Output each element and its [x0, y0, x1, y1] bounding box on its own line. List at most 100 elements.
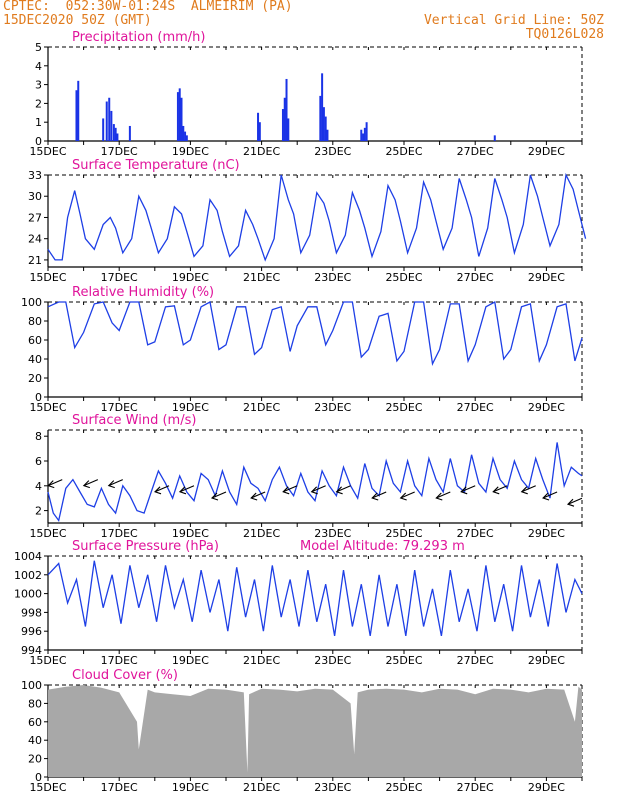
- precip-bar: [185, 135, 188, 141]
- y-tick-label: 60: [28, 334, 42, 347]
- wind-arrow: [492, 485, 508, 495]
- precip-bar: [112, 124, 115, 141]
- wind-arrow-head: [460, 486, 468, 495]
- series-line: [47, 442, 583, 523]
- y-tick-label: 4: [35, 60, 42, 73]
- wind-arrow-head: [371, 492, 379, 501]
- y-tick-label: 0: [35, 391, 42, 404]
- y-tick-label: 996: [21, 625, 42, 638]
- wind-arrow: [310, 485, 326, 495]
- x-tick-label: 21DEC: [243, 145, 280, 158]
- precip-bar: [77, 80, 80, 141]
- panel-title: Surface Wind (m/s): [72, 413, 196, 428]
- x-tick-label: 19DEC: [172, 654, 209, 667]
- series-line: [47, 300, 583, 366]
- y-tick-label: 27: [28, 211, 42, 224]
- y-tick-label: 80: [28, 315, 42, 328]
- x-tick-label: 17DEC: [101, 527, 138, 540]
- x-tick-label: 15DEC: [29, 145, 66, 158]
- x-tick-label: 19DEC: [172, 271, 209, 284]
- wind-arrow: [82, 479, 99, 489]
- precip-bar: [75, 90, 78, 141]
- x-tick-label: 29DEC: [528, 401, 565, 414]
- wind-arrow-shaft: [436, 491, 451, 499]
- x-tick-label: 15DEC: [29, 527, 66, 540]
- wind-arrow-shaft: [282, 485, 298, 493]
- x-tick-label: 21DEC: [243, 401, 280, 414]
- y-tick-label: 33: [28, 169, 42, 182]
- wind-arrow: [371, 491, 387, 501]
- y-tick-label: 1002: [14, 569, 42, 582]
- x-tick-label: 25DEC: [385, 401, 422, 414]
- x-tick-label: 23DEC: [314, 145, 351, 158]
- precip-bar: [322, 107, 325, 141]
- wind-arrow-shaft: [179, 485, 195, 493]
- y-tick-label: 5: [35, 41, 42, 54]
- x-tick-label: 25DEC: [385, 781, 422, 794]
- series-line: [47, 172, 587, 262]
- wind-arrow: [107, 479, 123, 489]
- y-tick-label: 1: [35, 116, 42, 129]
- x-tick-label: 15DEC: [29, 654, 66, 667]
- x-tick-label: 25DEC: [385, 527, 422, 540]
- wind-arrow-head: [520, 486, 528, 495]
- precip-bar: [178, 88, 181, 141]
- x-tick-label: 27DEC: [457, 527, 494, 540]
- precip-bar: [114, 127, 117, 141]
- wind-arrow: [282, 485, 298, 495]
- y-tick-label: 80: [28, 697, 42, 710]
- y-tick-label: 994: [21, 644, 42, 657]
- header-grid-line: Vertical Grid Line: 50Z: [423, 13, 604, 28]
- wind-arrow: [542, 491, 558, 501]
- x-tick-label: 15DEC: [29, 401, 66, 414]
- precip-bar: [285, 78, 288, 141]
- wind-arrow-head: [566, 498, 575, 507]
- y-tick-label: 998: [21, 606, 42, 619]
- precip-bar: [283, 97, 286, 141]
- x-tick-label: 19DEC: [172, 401, 209, 414]
- wind-arrow: [210, 491, 227, 501]
- wind-arrow-shaft: [83, 479, 99, 487]
- x-tick-label: 27DEC: [457, 145, 494, 158]
- wind-arrow: [47, 479, 63, 489]
- wind-arrow-shaft: [336, 485, 351, 493]
- wind-arrow-head: [107, 480, 115, 489]
- precip-bar: [258, 122, 261, 141]
- wind-arrow-head: [492, 486, 500, 495]
- header-model-code: TQ0126L028: [525, 27, 604, 42]
- x-tick-label: 25DEC: [385, 271, 422, 284]
- precip-bar: [257, 112, 260, 141]
- y-tick-label: 20: [28, 753, 42, 766]
- x-tick-label: 21DEC: [243, 781, 280, 794]
- wind-arrow: [566, 497, 583, 507]
- panel-temperature: Surface Temperature (nC) 21 24 27 30 33 15DEC 1…: [28, 158, 587, 284]
- wind-arrow-head: [542, 492, 550, 501]
- precip-bar: [110, 110, 113, 141]
- y-tick-label: 24: [28, 233, 42, 246]
- precip-bar: [319, 95, 322, 141]
- x-tick-label: 17DEC: [101, 145, 138, 158]
- x-tick-label: 17DEC: [101, 781, 138, 794]
- wind-arrow-shaft: [542, 491, 558, 499]
- y-tick-label: 21: [28, 254, 42, 267]
- x-tick-label: 25DEC: [385, 145, 422, 158]
- x-tick-label: 21DEC: [243, 654, 280, 667]
- y-tick-label: 100: [21, 679, 42, 692]
- cloud-area: [48, 685, 582, 777]
- x-tick-label: 29DEC: [528, 654, 565, 667]
- x-tick-label: 19DEC: [172, 781, 209, 794]
- y-tick-label: 3: [35, 79, 42, 92]
- panel-wind: Surface Wind (m/s) 2 4 6 8 15DEC 17DEC 19DEC 21D…: [29, 413, 583, 540]
- x-tick-label: 15DEC: [29, 271, 66, 284]
- precip-bar: [281, 109, 284, 141]
- y-tick-label: 40: [28, 734, 42, 747]
- precip-bar: [102, 118, 105, 141]
- header-location: CPTEC: 052:30W-01:24S ALMEIRIM (PA): [3, 0, 293, 14]
- panel-cloud-cover: Cloud Cover (%) 0 20 40 60 80 100 15DEC 17DEC 19D…: [21, 668, 583, 794]
- wind-arrow: [250, 491, 266, 501]
- x-tick-label: 29DEC: [528, 145, 565, 158]
- wind-arrow: [399, 491, 415, 501]
- x-tick-label: 19DEC: [172, 527, 209, 540]
- precip-bar: [321, 73, 324, 141]
- x-tick-label: 23DEC: [314, 271, 351, 284]
